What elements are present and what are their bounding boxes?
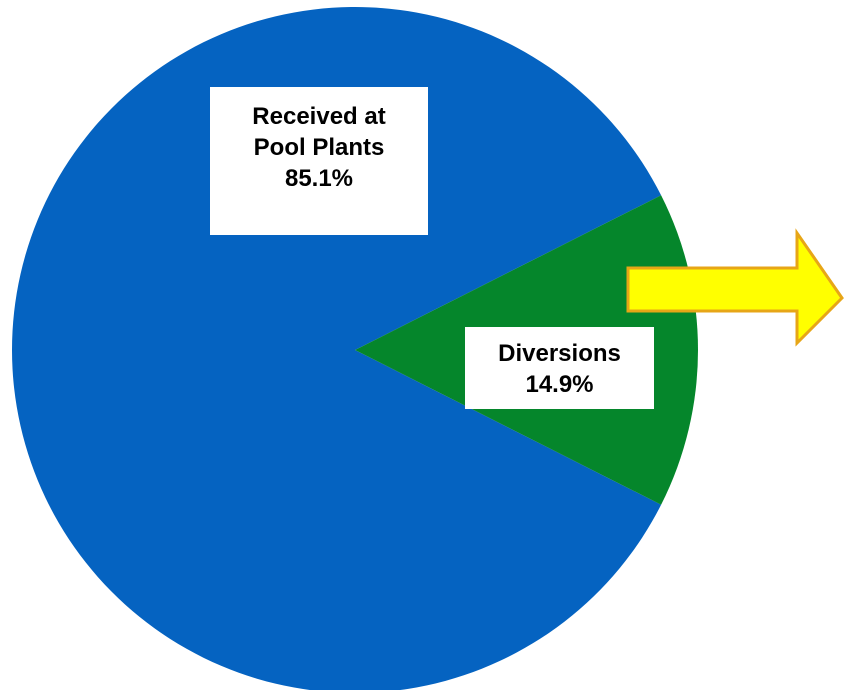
slice-label-received-at-pool-plants: Received at Pool Plants 85.1% [210,87,428,235]
slice-value-label: 85.1% [284,165,354,192]
slice-value-label: 14.9% [525,371,594,398]
callout-arrow [626,228,844,347]
slice-label-diversions: Diversions 14.9% [465,327,654,409]
pie-slice-received-at-pool-plants [12,7,662,694]
slice-label-line: Received at [252,103,386,130]
slice-label-line: Diversions [498,340,621,367]
slice-label-line: Pool Plants [253,134,385,161]
